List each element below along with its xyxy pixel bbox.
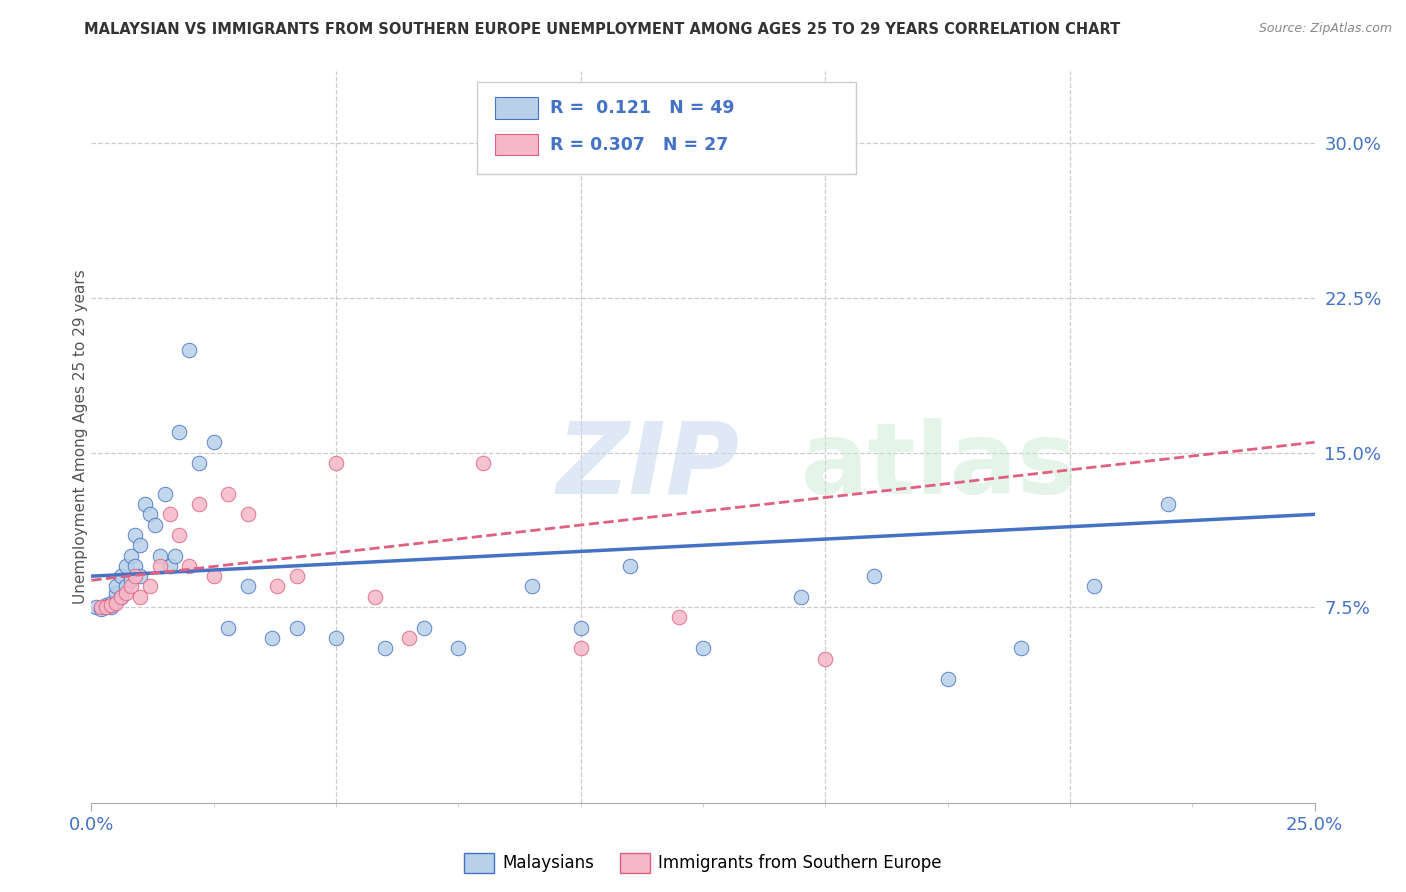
Point bbox=[129, 569, 152, 583]
Point bbox=[217, 487, 239, 501]
Point bbox=[104, 594, 127, 608]
Point bbox=[139, 579, 162, 593]
Point bbox=[188, 497, 211, 511]
FancyBboxPatch shape bbox=[477, 82, 856, 174]
Point bbox=[104, 596, 127, 610]
Point bbox=[149, 558, 172, 573]
Point bbox=[668, 610, 690, 624]
Point bbox=[863, 569, 886, 583]
Point bbox=[790, 590, 813, 604]
Point bbox=[114, 558, 136, 573]
Y-axis label: Unemployment Among Ages 25 to 29 years: Unemployment Among Ages 25 to 29 years bbox=[73, 269, 87, 605]
Point bbox=[100, 598, 122, 612]
Point bbox=[124, 528, 146, 542]
Text: R =  0.121   N = 49: R = 0.121 N = 49 bbox=[550, 99, 734, 117]
Point bbox=[124, 558, 146, 573]
Text: Source: ZipAtlas.com: Source: ZipAtlas.com bbox=[1258, 22, 1392, 36]
Point bbox=[94, 598, 117, 612]
Point bbox=[139, 508, 162, 522]
Point bbox=[169, 425, 191, 439]
Text: atlas: atlas bbox=[801, 417, 1077, 515]
Point bbox=[188, 456, 211, 470]
Point bbox=[266, 579, 288, 593]
Point bbox=[90, 600, 112, 615]
Point bbox=[285, 569, 308, 583]
Text: R = 0.307   N = 27: R = 0.307 N = 27 bbox=[550, 136, 728, 153]
Point bbox=[936, 672, 959, 686]
Point bbox=[143, 517, 166, 532]
Point bbox=[134, 497, 156, 511]
Point bbox=[163, 549, 186, 563]
Point bbox=[114, 579, 136, 593]
Bar bbox=[495, 97, 538, 119]
Point bbox=[202, 569, 225, 583]
Point bbox=[1010, 641, 1032, 656]
Point bbox=[114, 585, 136, 599]
Text: ZIP: ZIP bbox=[557, 417, 740, 515]
Point bbox=[120, 574, 142, 588]
Point bbox=[619, 558, 641, 573]
Point bbox=[153, 487, 176, 501]
Point bbox=[179, 343, 201, 357]
Point bbox=[217, 621, 239, 635]
Point bbox=[100, 598, 122, 612]
Point bbox=[814, 651, 837, 665]
Point bbox=[110, 569, 132, 583]
Point bbox=[100, 596, 122, 610]
Point bbox=[94, 600, 117, 615]
Point bbox=[110, 590, 132, 604]
Point bbox=[569, 641, 592, 656]
Point bbox=[120, 549, 142, 563]
Point bbox=[202, 435, 225, 450]
Text: MALAYSIAN VS IMMIGRANTS FROM SOUTHERN EUROPE UNEMPLOYMENT AMONG AGES 25 TO 29 YE: MALAYSIAN VS IMMIGRANTS FROM SOUTHERN EU… bbox=[84, 22, 1121, 37]
Point bbox=[692, 641, 714, 656]
Point bbox=[100, 600, 122, 615]
Point bbox=[179, 558, 201, 573]
Point bbox=[110, 590, 132, 604]
Point bbox=[129, 538, 152, 552]
Point bbox=[90, 602, 112, 616]
Point bbox=[285, 621, 308, 635]
Point bbox=[149, 549, 172, 563]
Point bbox=[520, 579, 543, 593]
Point bbox=[169, 528, 191, 542]
Bar bbox=[495, 134, 538, 155]
Point bbox=[325, 631, 347, 645]
Point bbox=[124, 569, 146, 583]
Point bbox=[398, 631, 420, 645]
Point bbox=[262, 631, 284, 645]
Point bbox=[104, 585, 127, 599]
Point bbox=[364, 590, 387, 604]
Legend: Malaysians, Immigrants from Southern Europe: Malaysians, Immigrants from Southern Eur… bbox=[458, 847, 948, 880]
Point bbox=[471, 456, 494, 470]
Point bbox=[447, 641, 470, 656]
Point bbox=[84, 600, 107, 615]
Point bbox=[325, 456, 347, 470]
Point bbox=[1083, 579, 1105, 593]
Point bbox=[104, 579, 127, 593]
Point bbox=[236, 579, 259, 593]
Point bbox=[413, 621, 436, 635]
Point bbox=[159, 558, 181, 573]
Point bbox=[374, 641, 396, 656]
Point bbox=[569, 621, 592, 635]
Point bbox=[129, 590, 152, 604]
Point bbox=[94, 600, 117, 615]
Point bbox=[236, 508, 259, 522]
Point bbox=[1157, 497, 1180, 511]
Point bbox=[159, 508, 181, 522]
Point bbox=[120, 579, 142, 593]
